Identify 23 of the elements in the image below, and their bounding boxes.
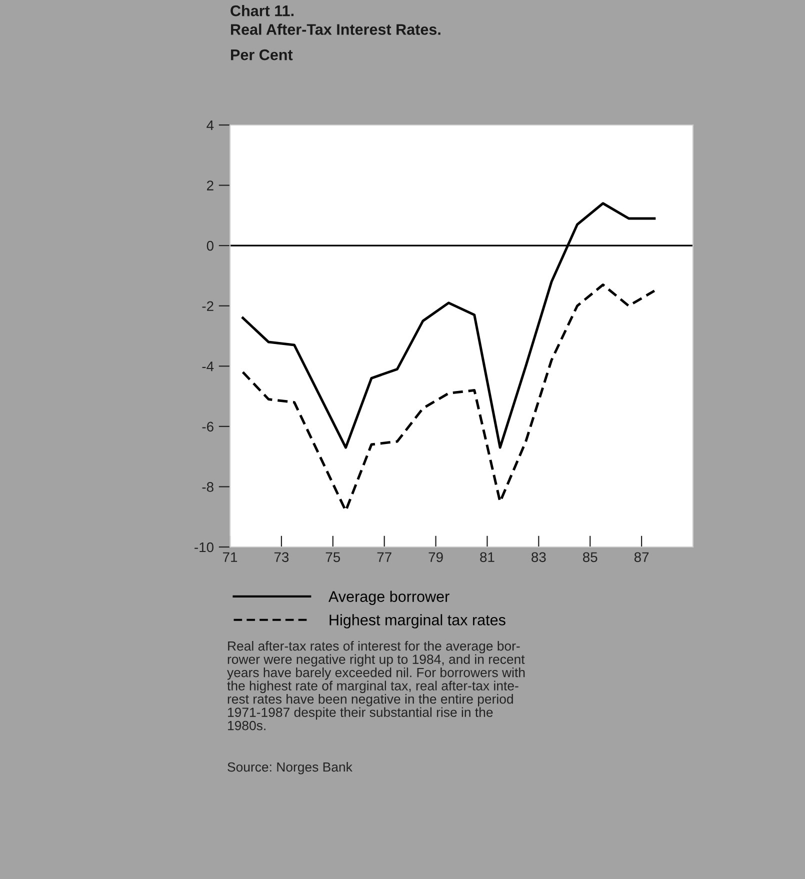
y-tick-label: -10	[194, 542, 214, 552]
x-tick-label: 81	[480, 552, 494, 562]
y-tick-label: -4	[202, 362, 214, 372]
x-tick-label: 71	[222, 552, 238, 562]
x-tick-label: 75	[326, 552, 340, 562]
y-tick-label: -6	[202, 422, 214, 432]
chart-title: Chart 11. Real After-Tax Interest Rates.	[230, 5, 440, 35]
legend-label: Highest marginal tax rates	[330, 614, 506, 628]
x-tick-label: 77	[377, 552, 392, 562]
x-tick-label: 87	[634, 552, 649, 562]
x-tick-label: 73	[274, 552, 289, 562]
x-tick-label: 79	[428, 552, 443, 562]
source-note: Source: Norges Bank	[228, 762, 352, 774]
x-tick-label: 85	[582, 552, 598, 562]
x-tick-label: 83	[532, 552, 546, 562]
y-tick-label: 4	[206, 120, 214, 130]
chart-subtitle: Per Cent	[231, 49, 293, 60]
text: Real after-tax rates of interest for the average bor- rower were negative right up to 1984, and in recent years have barely exceeded nil. For borrowers with the highest rate of marginal tax, real after-tax inte- rest rates have been negative in the entire period 1971-1987 despite their substantial rise in the 1980s.	[227, 641, 525, 730]
y-tick-label: -8	[202, 482, 214, 492]
y-tick-label: 2	[207, 180, 214, 190]
y-tick-label: -2	[202, 301, 214, 311]
legend-label: Average borrower	[328, 590, 450, 605]
y-tick-label: 0	[206, 240, 214, 251]
